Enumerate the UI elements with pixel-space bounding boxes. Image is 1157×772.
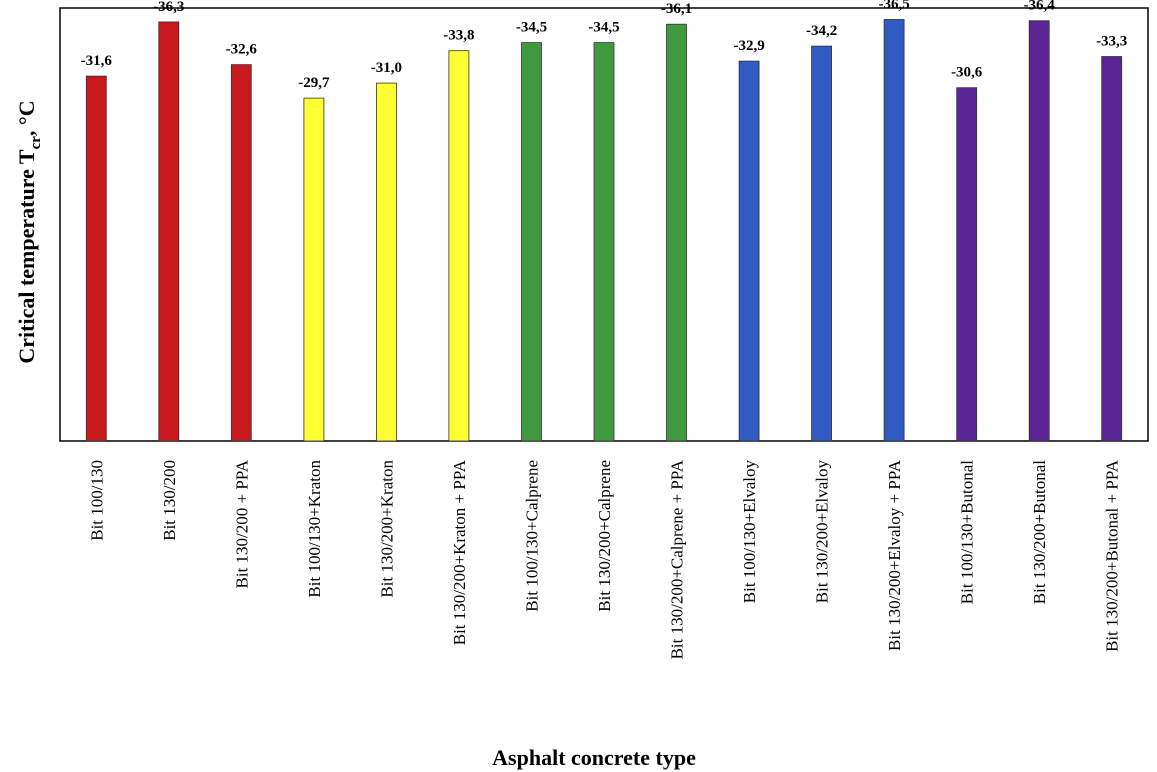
bar (593, 42, 615, 442)
data-label: -31,6 (81, 53, 113, 69)
x-tick-label: Bit 130/200 (160, 460, 179, 541)
x-tick-label: Bit 130/200+Elvaloy (813, 460, 832, 604)
data-label: -36,5 (878, 0, 909, 13)
data-label: -34,2 (806, 23, 837, 39)
data-label: -36,4 (1024, 0, 1056, 14)
bar (811, 45, 832, 442)
bar (158, 21, 180, 442)
data-label: -32,6 (226, 42, 258, 58)
x-tick-label: Bit 100/130+Butonal (958, 460, 977, 604)
x-tick-label: Bit 130/200+Elvaloy + PPA (885, 459, 904, 651)
x-tick-label: Bit 130/200+Calprene (595, 460, 614, 612)
y-axis-title-subscript: cr (28, 136, 44, 150)
data-label: -33,8 (443, 28, 474, 44)
bar (303, 97, 325, 442)
bar (1028, 20, 1050, 442)
y-axis-title-main: Critical temperature T (14, 149, 39, 364)
data-label: -36,3 (153, 0, 184, 15)
data-label: -33,3 (1096, 34, 1127, 50)
y-axis-title-unit: , °C (14, 100, 39, 136)
x-tick-label: Bit 100/130 (87, 460, 106, 541)
x-tick-label: Bit 130/200+Butonal (1030, 460, 1049, 604)
x-tick-label: Bit 100/130+Elvaloy (740, 460, 759, 604)
x-tick-label: Bit 130/200+Calprene + PPA (668, 459, 687, 659)
data-label: -31,0 (371, 60, 402, 76)
data-label: -30,6 (951, 65, 983, 81)
x-axis-title: Asphalt concrete type (492, 745, 696, 770)
x-tick-label: Bit 100/130+Calprene (523, 460, 542, 612)
bar (448, 50, 470, 442)
bar (666, 23, 687, 442)
data-label: -34,5 (588, 20, 619, 36)
x-tick-label: Bit 130/200+Butonal + PPA (1103, 459, 1122, 652)
bar (956, 87, 978, 442)
y-axis-title: Critical temperature Tcr, °C (14, 100, 44, 363)
data-label: -32,9 (733, 38, 764, 54)
x-tick-label: Bit 130/200+Kraton (377, 460, 396, 598)
x-tick-label: Bit 130/200 + PPA (232, 459, 251, 588)
bar (230, 64, 252, 442)
data-label: -36,1 (661, 1, 692, 17)
x-tick-label: Bit 100/130+Kraton (305, 460, 324, 598)
bar (85, 75, 107, 442)
data-label: -34,5 (516, 20, 547, 36)
bar (883, 19, 905, 442)
bar (1101, 56, 1123, 442)
data-label: -29,7 (298, 75, 330, 91)
bar (738, 60, 760, 442)
x-tick-label: Bit 130/200+Kraton + PPA (450, 459, 469, 645)
bar (375, 82, 397, 442)
bar (521, 42, 542, 442)
